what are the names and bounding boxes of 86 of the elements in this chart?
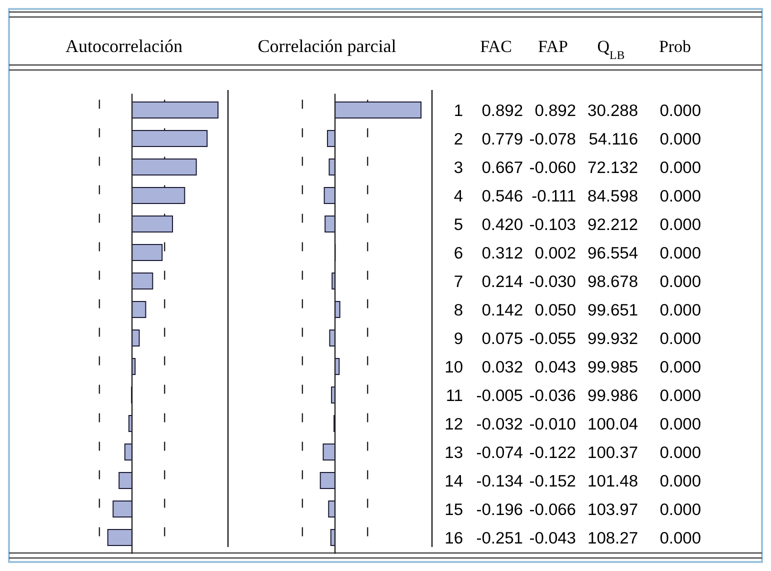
text: 0.000 [660,358,701,376]
text: 100.04 [588,416,638,434]
data-label: -0.032 [476,416,523,434]
text: 98.678 [588,273,638,291]
data-label: 0.420 [482,216,523,234]
y-tick-label: 13 [444,444,463,462]
text: 0.000 [660,472,701,490]
text: 0.000 [660,444,701,462]
data-label: -0.060 [529,159,576,177]
data-label: 0.002 [534,244,576,262]
data-label: -0.122 [529,444,576,462]
y-tick-label: 11 [446,387,463,405]
text: 0.000 [660,416,701,434]
text: 0.000 [660,130,701,148]
text: 99.985 [588,358,638,376]
y-tick-label: 5 [454,216,463,234]
text: 92.212 [588,216,638,234]
text: 0.000 [660,244,701,262]
data-label: 0.546 [482,188,523,206]
text: 0.000 [660,387,701,405]
data-label: -0.078 [529,130,576,148]
y-tick-label: 9 [454,330,463,348]
text: 0.000 [660,159,701,177]
y-tick-label: 16 [444,530,463,548]
text: 99.932 [588,330,638,348]
text: 84.598 [588,188,638,206]
y-tick-label: 6 [454,244,463,262]
text: 30.288 [588,102,638,120]
y-tick-label: 12 [444,416,463,434]
text: FAP [538,37,568,56]
data-label: 0.050 [534,302,576,320]
text: 103.97 [588,501,638,519]
text: 99.651 [588,302,638,320]
data-label: 0.214 [482,273,523,291]
data-label: 0.075 [482,330,523,348]
data-label: 0.032 [482,358,523,376]
text: 54.116 [588,130,638,148]
text: Q$_{LB}$ [597,37,625,62]
data-label: 0.043 [534,358,576,376]
data-label: -0.152 [529,472,576,490]
y-tick-label: 4 [454,188,463,206]
text: 0.000 [660,501,701,519]
data-label: -0.055 [529,330,576,348]
text: 0.000 [660,216,701,234]
y-tick-label: 10 [444,358,463,376]
text: 0.000 [660,102,701,120]
y-tick-label: 15 [444,501,463,519]
text: 0.000 [660,330,701,348]
data-label: -0.010 [529,416,576,434]
data-label: -0.066 [529,501,576,519]
text: 101.48 [588,472,638,490]
data-label: -0.251 [476,530,523,548]
data-label: -0.030 [529,273,576,291]
data-label: -0.111 [532,188,576,206]
data-label: -0.196 [476,501,523,519]
text: 99.986 [588,387,638,405]
text: 96.554 [588,244,638,262]
data-label: -0.005 [476,387,523,405]
chart-title: Correlación parcial [258,36,396,56]
data-label: -0.074 [476,444,523,462]
data-label: -0.103 [529,216,576,234]
data-label: 0.312 [482,244,523,262]
y-tick-label: 14 [444,472,463,490]
data-label: -0.134 [476,472,523,490]
text: 0.000 [660,273,701,291]
y-tick-label: 2 [454,130,463,148]
chart-title: Autocorrelación [66,36,182,56]
y-tick-label: 8 [454,302,463,320]
y-tick-label: 7 [454,273,463,291]
data-label: 0.142 [482,302,523,320]
text: 0.000 [660,302,701,320]
y-tick-label: 1 [454,102,463,120]
data-label: 0.892 [534,102,576,120]
text: 108.27 [588,530,638,548]
text: 0.000 [660,530,701,548]
data-label: -0.043 [529,530,576,548]
text: 72.132 [588,159,638,177]
text: Prob [658,37,692,56]
data-label: 0.892 [482,102,523,120]
data-label: -0.036 [529,387,576,405]
data-label: 0.667 [482,159,523,177]
text: 0.000 [660,188,701,206]
data-label: 0.779 [482,130,523,148]
text: FAC [480,37,512,56]
y-tick-label: 3 [454,159,463,177]
text: 100.37 [588,444,638,462]
